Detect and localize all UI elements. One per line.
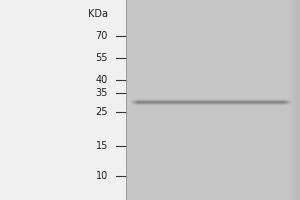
Text: 25: 25 — [95, 107, 108, 117]
Text: 15: 15 — [96, 141, 108, 151]
Bar — [126, 0, 300, 200]
Bar — [0, 0, 126, 200]
Text: 10: 10 — [96, 171, 108, 181]
Text: 55: 55 — [95, 53, 108, 63]
Text: KDa: KDa — [88, 9, 108, 19]
Text: 40: 40 — [96, 75, 108, 85]
Text: 35: 35 — [96, 88, 108, 98]
Text: 70: 70 — [96, 31, 108, 41]
